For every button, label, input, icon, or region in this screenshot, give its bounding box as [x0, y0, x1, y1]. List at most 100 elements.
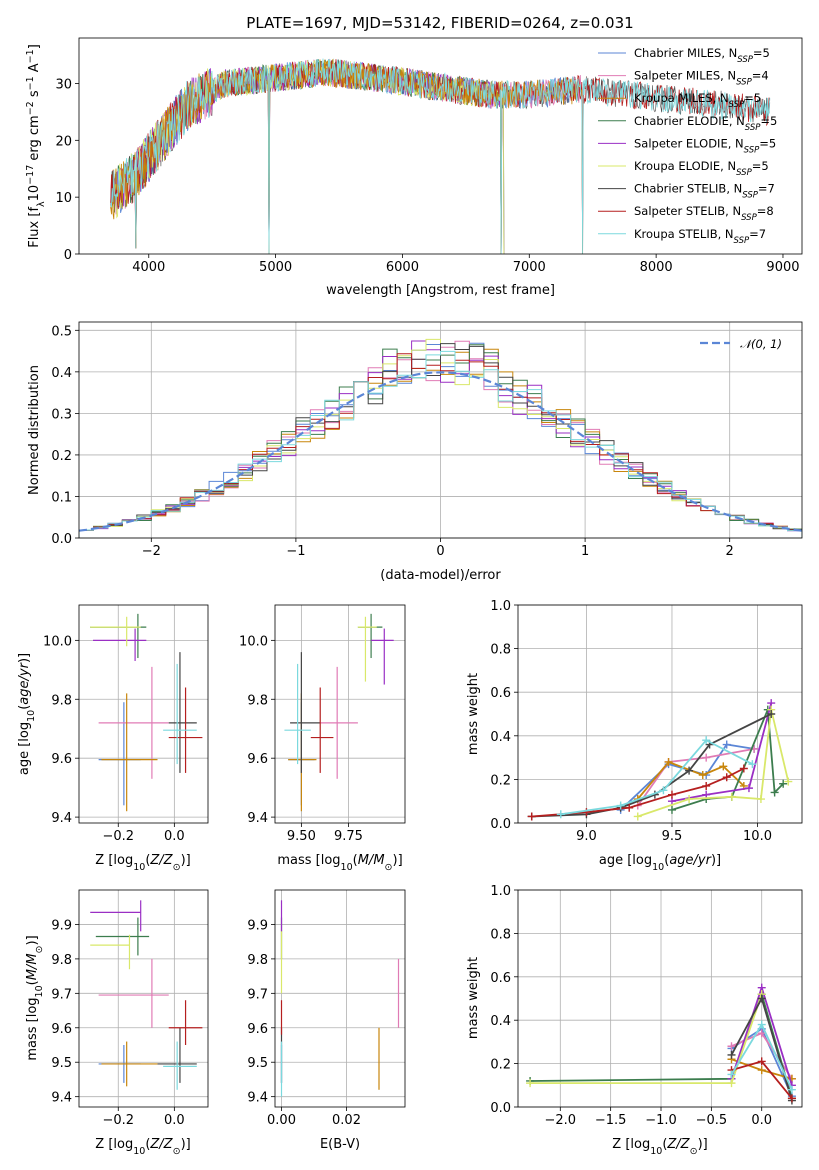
spectrum-line-2 — [110, 59, 583, 254]
label-part: )] — [393, 853, 403, 868]
weight-vs-Z-marker — [526, 1079, 535, 1088]
weight-vs-age-marker — [722, 740, 731, 749]
weight-vs-age-marker — [722, 773, 731, 782]
y-tick-label: 9.6 — [247, 1022, 268, 1037]
x-tick-label: 5000 — [259, 260, 292, 275]
weight-vs-age-marker — [779, 779, 788, 788]
label-part: ] — [27, 44, 42, 49]
y-tick-label: 10 — [55, 191, 72, 206]
legend-label-part: SSP — [734, 236, 750, 246]
weight-vs-age-marker — [667, 790, 676, 799]
y-tick-label: 0.2 — [51, 449, 72, 464]
age-vs-mass-axes: 9.50 9.75 9.4 9.6 9.8 10.0 — [239, 605, 405, 844]
weight-vs-age-line-3 — [671, 709, 784, 811]
weight-vs-age-marker — [633, 812, 642, 821]
histogram-ylabel: Normed distribution — [27, 365, 42, 495]
legend-label-part: Kroupa STELIB, N — [634, 227, 734, 241]
legend-label-part: SSP — [737, 55, 753, 65]
legend-label-part: =5 — [759, 136, 776, 150]
weight-vs-age-marker — [556, 810, 565, 819]
histogram-xlabel: (data-model)/error — [380, 568, 501, 583]
weight-vs-age-marker — [756, 795, 765, 804]
y-tick-label: 0.8 — [490, 643, 511, 658]
y-tick-label: 9.6 — [247, 752, 268, 767]
label-part: 10 — [133, 1146, 145, 1157]
weight-vs-age-marker — [698, 771, 707, 780]
y-tick-label: 0.6 — [490, 971, 511, 986]
label-part: ⊙ — [690, 1146, 698, 1157]
label-part: Z [log — [95, 1137, 133, 1152]
y-tick-label: 0.0 — [490, 1101, 511, 1116]
label-part: −1 — [25, 76, 36, 90]
x-tick-label: 0.0 — [164, 1113, 185, 1128]
y-tick-label: 9.9 — [51, 918, 72, 933]
weight-vs-age-marker — [744, 784, 753, 793]
y-tick-label: 0.4 — [490, 1014, 511, 1029]
legend-label-part: =7 — [749, 227, 766, 241]
weight-vs-age-marker — [702, 753, 711, 762]
weight-vs-age-marker — [659, 786, 668, 795]
x-tick-label: −0.5 — [696, 1113, 728, 1128]
legend-label-part: SSP — [744, 145, 760, 155]
label-part: )] — [181, 853, 191, 868]
label-part: )] — [181, 1137, 191, 1152]
legend-label-part: Salpeter STELIB, N — [634, 204, 741, 218]
mass-vs-Z-xlabel: Z [log10(Z/Z⊙)] — [95, 1137, 190, 1157]
x-tick-label: −0.2 — [102, 1113, 134, 1128]
label-part: 10 — [341, 862, 353, 873]
spectrum-xlabel: wavelength [Angstrom, rest frame] — [326, 283, 555, 298]
label-part: )] — [25, 935, 40, 945]
weight-vs-age-marker — [702, 736, 711, 745]
y-tick-label: 10.0 — [43, 634, 72, 649]
y-tick-label: 9.5 — [247, 1056, 268, 1071]
y-tick-label: 9.8 — [51, 693, 72, 708]
y-tick-label: 20 — [55, 134, 72, 149]
x-tick-label: −1.0 — [645, 1113, 677, 1128]
legend-label-part: SSP — [729, 100, 745, 110]
x-tick-label: 9000 — [766, 260, 799, 275]
histogram-axes-frame — [78, 321, 803, 539]
x-tick-label: −0.2 — [102, 829, 134, 844]
x-tick-label: −2 — [142, 544, 161, 559]
label-part: M/M — [358, 853, 385, 868]
label-part: Z [log — [612, 1137, 650, 1152]
weight-vs-age-marker — [667, 805, 676, 814]
label-part: ⊙ — [173, 862, 181, 873]
spectrum-axes-frame — [78, 37, 803, 255]
x-tick-label: 0.0 — [751, 1113, 772, 1128]
x-tick-label: 6000 — [386, 260, 419, 275]
age-vs-mass-axes-frame — [274, 604, 406, 824]
label-part: mass [log — [25, 997, 40, 1060]
weight-vs-age-marker — [582, 808, 591, 817]
y-tick-label: 9.9 — [247, 918, 268, 933]
age-vs-Z-xlabel: Z [log10(Z/Z⊙)] — [95, 853, 190, 873]
x-tick-label: 7000 — [513, 260, 546, 275]
mass-vs-ebv-axes: 0.00 0.02 9.4 9.5 9.6 9.7 9.8 9.9 — [247, 890, 405, 1128]
label-part: ⊙ — [385, 862, 393, 873]
x-tick-label: 8000 — [640, 260, 673, 275]
y-tick-label: 0.4 — [51, 366, 72, 381]
label-part: )] — [17, 653, 32, 663]
label-part: mass [log — [277, 853, 340, 868]
spectrum-line-8 — [110, 58, 771, 254]
weight-vs-age-marker — [616, 801, 625, 810]
legend-label-part: SSP — [736, 168, 752, 178]
weight-vs-Z-ylabel: mass weight — [466, 957, 481, 1039]
legend-label-part: Chabrier MILES, N — [634, 46, 737, 60]
mass-vs-ebv-xlabel: E(B-V) — [320, 1137, 360, 1152]
x-tick-label: 9.75 — [334, 829, 363, 844]
weight-vs-Z-line-5 — [530, 993, 763, 1084]
figure-title: PLATE=1697, MJD=53142, FIBERID=0264, z=0… — [246, 14, 633, 32]
gaussian-curve — [79, 371, 802, 532]
mass-vs-ebv-axes-frame — [274, 889, 406, 1108]
legend-label-part: =7 — [758, 182, 775, 196]
legend-label: Chabrier STELIB, NSSP=7 — [634, 182, 775, 201]
label-part: −2 — [25, 101, 36, 115]
x-tick-label: −2.0 — [545, 1113, 577, 1128]
weight-vs-age-marker — [685, 766, 694, 775]
label-part: ( — [353, 853, 358, 868]
weight-vs-Z-marker — [787, 1094, 796, 1103]
weight-vs-age-marker — [739, 764, 748, 773]
legend-label-part: SSP — [741, 213, 757, 223]
age-vs-mass-xlabel: mass [log10(M/M⊙)] — [277, 853, 402, 873]
